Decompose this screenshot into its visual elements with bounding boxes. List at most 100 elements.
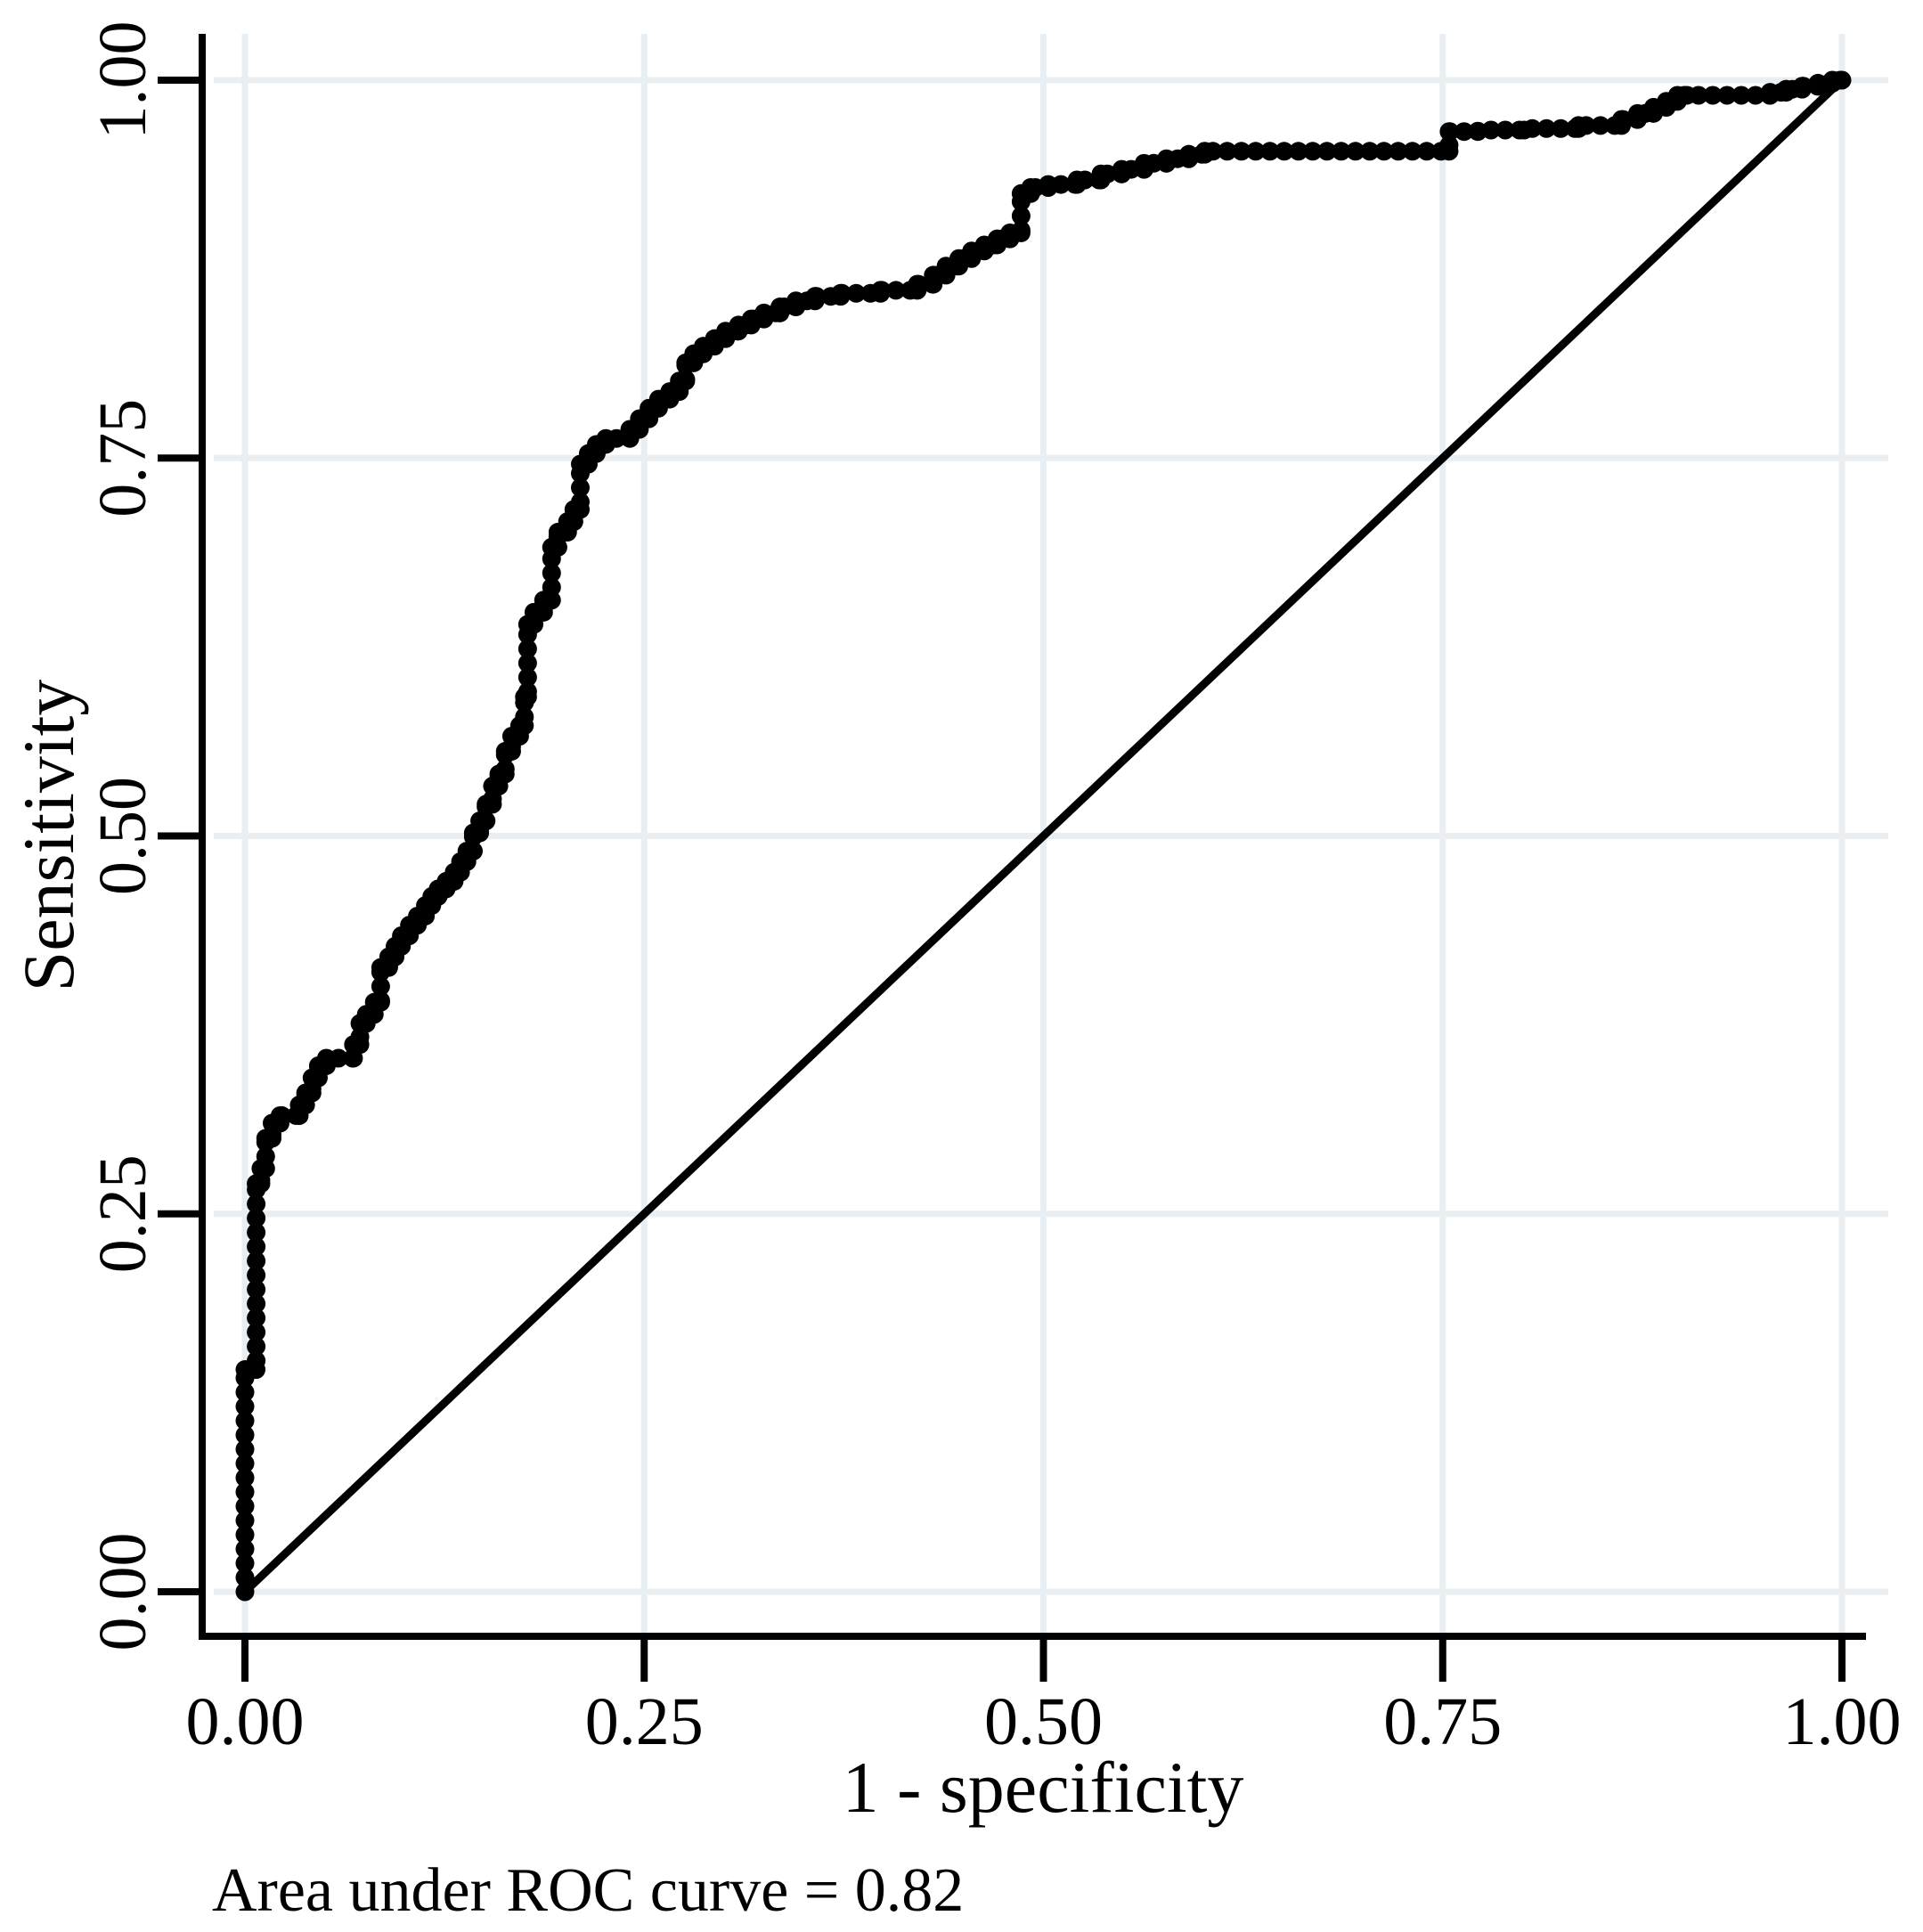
roc-marker	[1536, 118, 1556, 138]
auc-caption: Area under ROC curve = 0.82	[212, 1856, 964, 1925]
roc-marker	[886, 281, 906, 300]
axis-ticks	[158, 77, 1846, 1682]
roc-marker	[1203, 142, 1223, 161]
roc-marker	[846, 283, 866, 303]
roc-marker	[1440, 122, 1460, 142]
roc-marker	[1495, 120, 1515, 140]
roc-marker	[1075, 170, 1095, 190]
roc-marker	[1577, 116, 1596, 135]
roc-marker	[463, 841, 483, 860]
y-tick-label: 0.50	[86, 777, 160, 895]
x-tick-label: 0.00	[186, 1684, 305, 1759]
roc-marker	[235, 1382, 255, 1402]
roc-marker	[235, 1553, 255, 1573]
roc-marker	[247, 1337, 266, 1357]
roc-marker	[517, 639, 537, 658]
x-tick-label: 0.50	[984, 1684, 1103, 1759]
roc-marker	[1551, 118, 1570, 138]
roc-marker	[235, 1425, 255, 1445]
reference-diagonal	[241, 77, 1846, 1595]
roc-marker	[1011, 220, 1031, 240]
roc-marker	[1389, 142, 1408, 161]
y-tick-label: 0.00	[86, 1533, 160, 1651]
roc-marker	[247, 1351, 266, 1371]
roc-marker	[371, 976, 390, 996]
roc-marker	[256, 1146, 275, 1166]
roc-marker	[1374, 142, 1394, 161]
roc-marker	[235, 1496, 255, 1516]
roc-marker	[1097, 164, 1117, 183]
roc-marker	[235, 1482, 255, 1502]
roc-marker	[495, 759, 515, 779]
roc-marker	[1794, 77, 1813, 96]
roc-marker	[235, 1439, 255, 1459]
roc-marker	[1832, 70, 1852, 90]
reference-line	[241, 77, 1846, 1595]
roc-marker	[235, 1568, 255, 1587]
roc-marker	[1522, 118, 1542, 138]
roc-marker	[1746, 86, 1765, 105]
axis-tick-labels: 0.00 0.25 0.50 0.75 1.00 0.00 0.25 0.50 0.75 1.00	[86, 21, 1902, 1760]
roc-marker	[272, 1105, 291, 1125]
x-tick-label: 0.25	[585, 1684, 704, 1759]
roc-marker	[247, 1237, 266, 1257]
roc-marker	[1317, 142, 1337, 161]
roc-marker	[807, 287, 827, 306]
roc-marker	[676, 370, 696, 389]
roc-curve-markers	[235, 70, 1852, 1602]
roc-marker	[1332, 142, 1351, 161]
roc-marker	[571, 478, 590, 497]
roc-marker	[542, 591, 561, 610]
roc-marker	[517, 681, 537, 701]
roc-marker	[515, 707, 534, 727]
roc-marker	[1246, 142, 1266, 161]
roc-curve	[235, 70, 1852, 1602]
roc-marker	[235, 1468, 255, 1488]
roc-marker	[247, 1209, 266, 1228]
roc-marker	[517, 653, 537, 673]
y-tick-label: 0.75	[86, 399, 160, 518]
roc-marker	[247, 1308, 266, 1328]
roc-marker	[247, 1323, 266, 1342]
roc-marker	[1303, 142, 1323, 161]
y-axis-title: Sensitivity	[8, 680, 89, 992]
roc-marker	[235, 1582, 255, 1602]
roc-marker	[247, 1194, 266, 1214]
x-tick-label: 1.00	[1783, 1684, 1902, 1759]
roc-marker	[1275, 142, 1294, 161]
roc-marker	[235, 1411, 255, 1431]
roc-marker	[477, 811, 496, 831]
roc-marker	[1260, 142, 1280, 161]
roc-marker	[1289, 142, 1308, 161]
y-tick-label: 0.25	[86, 1154, 160, 1273]
roc-marker	[872, 281, 892, 300]
roc-marker	[1439, 135, 1459, 155]
gridlines	[214, 34, 1888, 1655]
roc-marker	[329, 1048, 348, 1068]
roc-marker	[235, 1511, 255, 1530]
x-axis-title: 1 - specificity	[843, 1747, 1244, 1828]
roc-marker	[1454, 122, 1474, 142]
roc-marker	[1179, 144, 1199, 164]
roc-marker	[1051, 175, 1071, 194]
roc-marker	[247, 1223, 266, 1243]
roc-marker	[1613, 110, 1633, 129]
roc-marker	[247, 1280, 266, 1300]
roc-marker	[1011, 206, 1031, 225]
roc-marker	[1703, 86, 1723, 105]
roc-marker	[1346, 142, 1365, 161]
roc-marker	[542, 577, 561, 597]
roc-marker	[607, 428, 626, 448]
roc-marker	[1232, 142, 1251, 161]
roc-marker	[1417, 142, 1437, 161]
roc-marker	[235, 1539, 255, 1559]
roc-marker	[247, 1251, 266, 1271]
roc-marker	[832, 283, 851, 303]
roc-marker	[1689, 86, 1708, 105]
roc-marker	[247, 1294, 266, 1314]
roc-marker	[517, 667, 537, 687]
roc-marker	[1732, 86, 1751, 105]
roc-marker	[235, 1454, 255, 1473]
